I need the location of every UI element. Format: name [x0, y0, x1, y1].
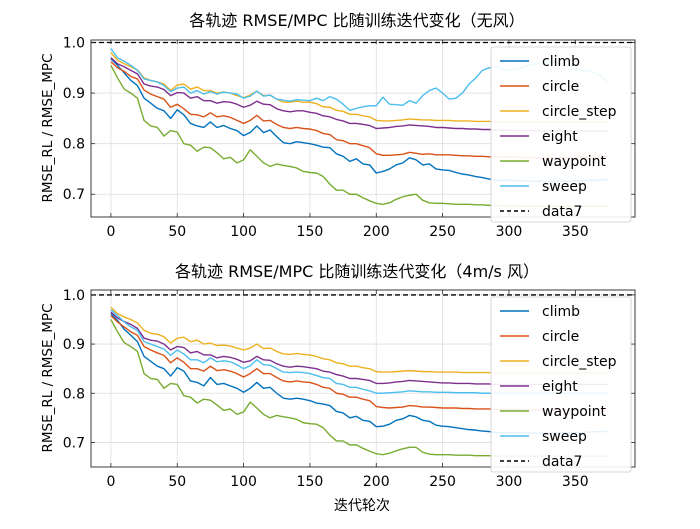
legend-label-climb: climb [542, 304, 580, 320]
x-tick-label: 200 [363, 224, 390, 240]
y-tick-label: 1.0 [63, 288, 85, 304]
y-tick-label: 1.0 [63, 36, 85, 52]
legend-label-eight: eight [542, 379, 578, 395]
x-tick-label: 250 [429, 224, 456, 240]
x-tick-label: 100 [230, 474, 257, 490]
axes-frame [90, 39, 636, 218]
legend-label-data7: data7 [542, 204, 582, 220]
legend-label-waypoint: waypoint [542, 154, 607, 170]
y-axis-label: RMSE_RL / RMSE_MPC [40, 303, 56, 452]
subplot-wind-4ms: 各轨迹 RMSE/MPC 比随训练迭代变化（4m/s 风） RMSE_RL / … [40, 262, 636, 514]
legend-label-data7: data7 [542, 454, 582, 470]
y-axis-label: RMSE_RL / RMSE_MPC [40, 53, 56, 202]
axes-frame [90, 289, 636, 468]
x-tick-label: 150 [297, 224, 324, 240]
legend-label-sweep: sweep [542, 429, 587, 445]
x-tick-label: 50 [168, 474, 186, 490]
legend-label-circle: circle [542, 79, 579, 95]
x-tick-label: 300 [496, 474, 523, 490]
legend-box [490, 46, 632, 223]
legend-label-circle_step: circle_step [542, 354, 617, 370]
x-tick-label: 150 [297, 474, 324, 490]
x-tick-label: 250 [429, 474, 456, 490]
legend-label-circle: circle [542, 329, 579, 345]
x-tick-label: 350 [562, 224, 589, 240]
y-tick-label: 0.9 [63, 86, 85, 102]
y-tick-label: 0.7 [63, 435, 85, 451]
x-tick-label: 300 [496, 224, 523, 240]
legend-box [490, 296, 632, 473]
x-tick-label: 0 [106, 224, 115, 240]
x-tick-label: 50 [168, 224, 186, 240]
subplot-no-wind: 各轨迹 RMSE/MPC 比随训练迭代变化（无风） RMSE_RL / RMSE… [40, 11, 636, 240]
y-tick-label: 0.7 [63, 187, 85, 203]
x-tick-label: 100 [230, 224, 257, 240]
ticks: 0 50 100 150 200 250 300 350 0.7 0.8 0.9 1.0 [63, 288, 635, 490]
y-tick-label: 0.8 [63, 137, 85, 153]
subplot-title: 各轨迹 RMSE/MPC 比随训练迭代变化（无风） [189, 11, 524, 30]
x-axis-label: 迭代轮次 [334, 498, 390, 514]
legend-label-eight: eight [542, 129, 578, 145]
legend-label-sweep: sweep [542, 179, 587, 195]
x-tick-label: 350 [562, 474, 589, 490]
ticks: 0 50 100 150 200 250 300 350 0.7 0.8 0.9 1.0 [63, 36, 635, 240]
x-tick-label: 200 [363, 474, 390, 490]
y-tick-label: 0.8 [63, 386, 85, 402]
legend-label-climb: climb [542, 54, 580, 70]
y-tick-label: 0.9 [63, 337, 85, 353]
subplot-title: 各轨迹 RMSE/MPC 比随训练迭代变化（4m/s 风） [175, 262, 539, 281]
legend-label-circle_step: circle_step [542, 104, 617, 120]
legend-label-waypoint: waypoint [542, 404, 607, 420]
x-tick-label: 0 [106, 474, 115, 490]
